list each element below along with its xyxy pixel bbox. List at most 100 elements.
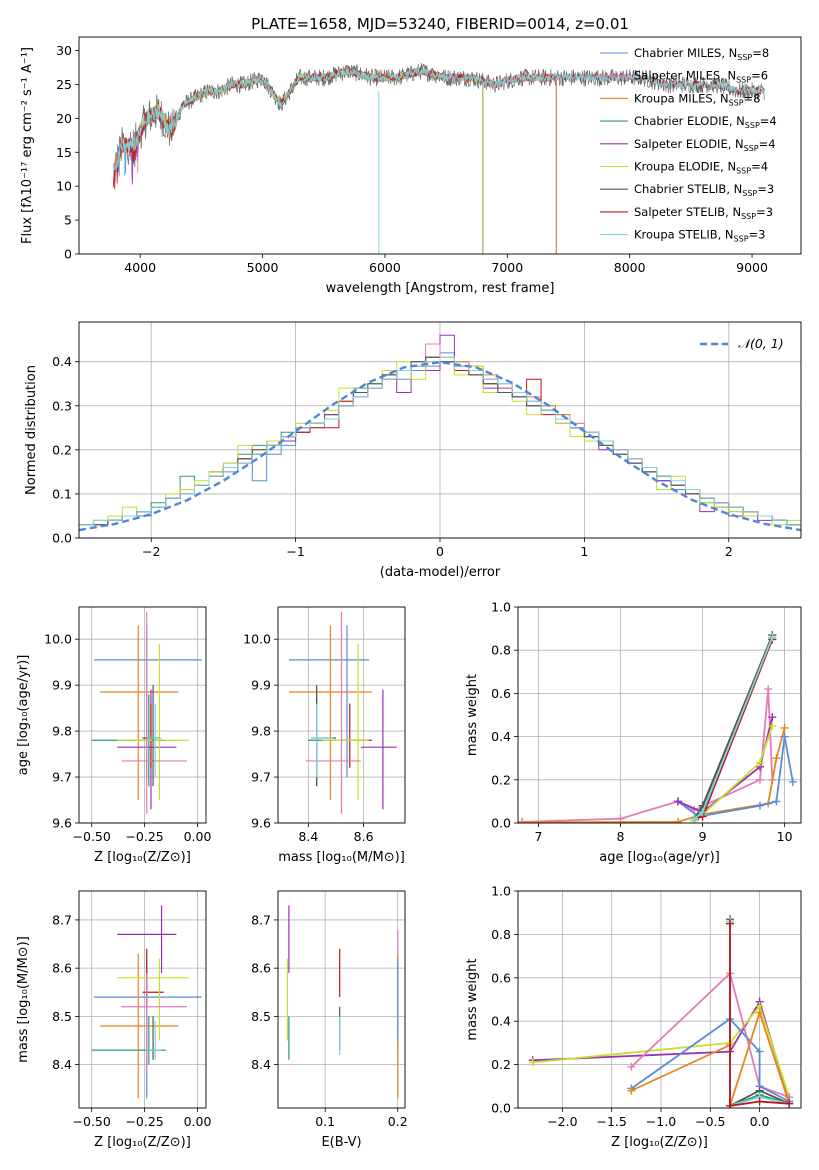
x-tick-label: 1 — [580, 544, 588, 559]
weight-point-marker — [768, 713, 777, 722]
x-tick-label: 0.1 — [315, 1114, 335, 1129]
panel-spectrum: 4000 5000 6000 7000 8000 9000 0 5 10 15 20 25 30 wave… — [20, 36, 802, 296]
y-tick-label: 0.8 — [491, 643, 511, 658]
y-tick-label: 8.5 — [251, 1009, 271, 1024]
x-tick-label: 9000 — [736, 260, 768, 275]
panel-weight-vs-age: 7 8 9 10 0.0 0.2 0.4 0.6 0.8 1.0 age [log₁₀(age/yr… — [465, 600, 802, 865]
y-tick-label: 20 — [56, 111, 72, 126]
y-tick-label: 0.0 — [491, 816, 511, 831]
y-tick-label: 8.6 — [52, 961, 72, 976]
x-tick-label: 0.0 — [750, 1114, 770, 1129]
axes-frame — [277, 606, 406, 824]
y-tick-label: 0.2 — [491, 772, 511, 787]
weight-point-marker — [755, 1047, 764, 1056]
legend-label: Chabrier MILES, NSSP=8 — [634, 46, 769, 62]
x-tick-label: 0.2 — [388, 1114, 408, 1129]
x-tick-label: 7 — [535, 829, 543, 844]
y-tick-label: 8.4 — [52, 1057, 72, 1072]
weight-point-marker — [726, 1101, 735, 1108]
x-tick-label: 9 — [699, 829, 707, 844]
y-tick-label: 30 — [56, 43, 72, 58]
x-tick-label: 5000 — [247, 260, 279, 275]
x-tick-label: −0.25 — [125, 1114, 163, 1129]
y-tick-label: 0.3 — [52, 398, 72, 413]
y-tick-label: 10 — [56, 179, 72, 194]
plot-area — [112, 62, 765, 254]
axes-frame — [78, 321, 802, 539]
y-tick-label: 10.0 — [44, 632, 72, 647]
normal-reference-curve — [79, 360, 801, 532]
panel-residuals: −2 −1 0 1 2 0.0 0.1 0.2 0.3 0.4 (data-model)/error… — [24, 321, 802, 580]
y-tick-label: 9.7 — [251, 770, 271, 785]
legend-label: Salpeter ELODIE, NSSP=4 — [634, 137, 776, 153]
y-tick-label: 0.0 — [491, 1101, 511, 1116]
x-tick-label: −0.25 — [125, 829, 163, 844]
weight-point-marker — [780, 723, 789, 732]
x-tick-label: −0.50 — [73, 1114, 111, 1129]
axes-frame — [78, 36, 802, 255]
x-tick-label: 8000 — [614, 260, 646, 275]
y-tick-label: 1.0 — [491, 600, 511, 615]
x-axis-label: Z [log₁₀(Z/Z⊙)] — [611, 1135, 708, 1150]
y-tick-label: 8.4 — [251, 1057, 271, 1072]
legend-label: Kroupa MILES, NSSP=8 — [634, 91, 760, 107]
x-tick-label: 0 — [436, 544, 444, 559]
weight-series-line — [677, 736, 794, 818]
weight-point-marker — [673, 817, 682, 823]
legend-label: Chabrier STELIB, NSSP=3 — [634, 182, 774, 198]
plot-area — [518, 631, 797, 823]
weight-point-marker — [785, 1099, 794, 1108]
y-axis-label: Flux [fλ10⁻¹⁷ erg cm⁻² s⁻¹ A⁻¹] — [20, 47, 35, 244]
y-axis-label: Normed distribution — [24, 365, 39, 495]
y-tick-label: 8.5 — [52, 1009, 72, 1024]
weight-point-marker — [627, 1062, 636, 1071]
x-tick-label: 8.6 — [354, 829, 374, 844]
y-tick-label: 0 — [64, 247, 72, 262]
y-axis-label: mass weight — [465, 674, 480, 756]
weight-series-line — [522, 689, 774, 823]
legend-label: Salpeter STELIB, NSSP=3 — [634, 205, 773, 221]
weight-point-marker — [764, 685, 773, 694]
y-axis-label: mass [log₁₀(M/M⊙)] — [16, 936, 31, 1063]
x-axis-label: mass [log₁₀(M/M⊙)] — [278, 850, 405, 865]
axes-frame — [78, 890, 207, 1109]
y-tick-label: 9.6 — [52, 816, 72, 831]
x-tick-label: −2 — [142, 544, 160, 559]
y-axis-label: mass weight — [465, 958, 480, 1040]
y-tick-label: 15 — [56, 145, 72, 160]
spectrum-series-line — [127, 66, 484, 254]
spectrum-series-line — [112, 66, 557, 254]
figure-title: PLATE=1658, MJD=53240, FIBERID=0014, z=0… — [251, 15, 629, 33]
x-axis-label: Z [log₁₀(Z/Z⊙)] — [94, 850, 191, 865]
weight-point-marker — [755, 1097, 764, 1106]
panel-weight-vs-Z: −2.0 −1.5 −1.0 −0.5 0.0 0.0 0.2 0.4 0.6 0.8 1.0 Z [… — [465, 884, 802, 1150]
y-tick-label: 8.7 — [251, 912, 271, 927]
axes-frame — [517, 606, 802, 824]
y-tick-label: 8.6 — [251, 961, 271, 976]
x-tick-label: 0.00 — [184, 829, 212, 844]
weight-point-marker — [780, 732, 789, 741]
axes-frame — [277, 890, 406, 1109]
y-tick-label: 9.8 — [52, 724, 72, 739]
y-tick-label: 0.1 — [52, 486, 72, 501]
weight-point-marker — [627, 1086, 636, 1095]
y-tick-label: 0.2 — [52, 442, 72, 457]
plot-area — [289, 611, 397, 814]
legend-label: 𝒩(0, 1) — [738, 336, 784, 351]
plot-area — [79, 334, 801, 538]
weight-point-marker — [768, 633, 777, 642]
weight-series-line — [532, 1004, 791, 1098]
x-tick-label: 7000 — [491, 260, 523, 275]
spectrum-series-line — [127, 67, 484, 254]
x-axis-label: (data-model)/error — [380, 565, 501, 580]
y-tick-label: 9.8 — [251, 724, 271, 739]
plot-area — [91, 611, 202, 814]
weight-series-line — [630, 971, 790, 1099]
y-tick-label: 0.8 — [491, 927, 511, 942]
weight-point-marker — [755, 801, 764, 810]
y-tick-label: 9.7 — [52, 770, 72, 785]
weight-point-marker — [755, 758, 764, 767]
y-axis-label: age [log₁₀(age/yr)] — [16, 655, 31, 776]
y-tick-label: 0.0 — [52, 531, 72, 546]
x-axis-label: Z [log₁₀(Z/Z⊙)] — [94, 1135, 191, 1150]
